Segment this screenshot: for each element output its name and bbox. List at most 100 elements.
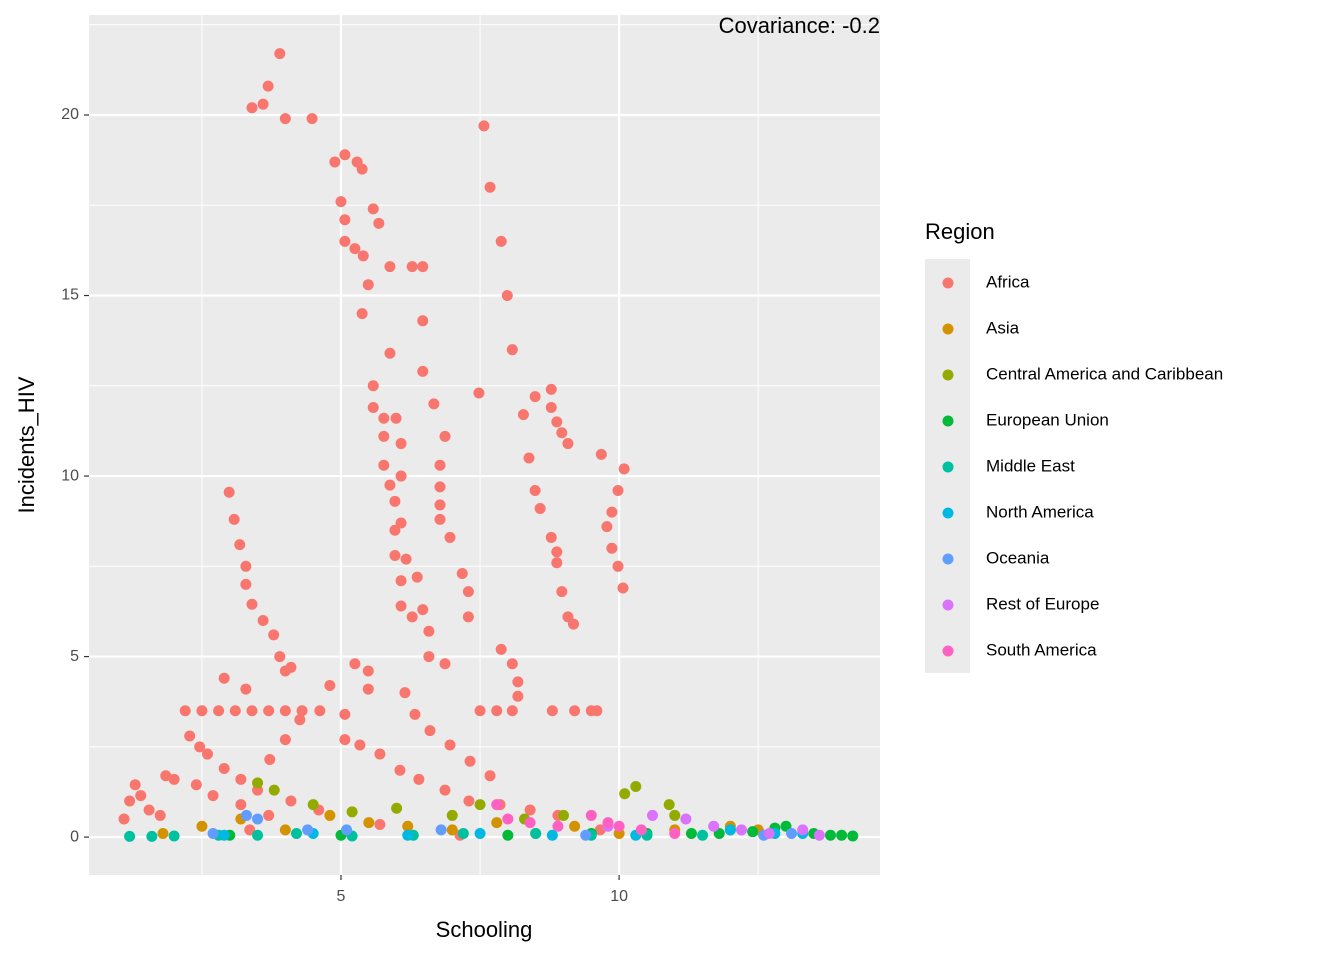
point (378, 430, 390, 442)
point (374, 748, 386, 760)
point (529, 484, 541, 496)
point (274, 651, 286, 663)
point (279, 824, 291, 836)
point (229, 705, 241, 717)
point (402, 820, 414, 832)
point (268, 784, 280, 796)
point (129, 779, 141, 791)
point (384, 347, 396, 359)
point (501, 290, 513, 302)
x-tick-label: 5 (337, 888, 346, 905)
point (218, 762, 230, 774)
point (390, 412, 402, 424)
point (417, 365, 429, 377)
point (252, 813, 264, 825)
point (263, 705, 275, 717)
point (530, 827, 542, 839)
point (786, 827, 798, 839)
point (329, 156, 341, 168)
point (512, 690, 524, 702)
legend-label: Africa (986, 272, 1030, 291)
point (464, 755, 476, 767)
point (395, 575, 407, 587)
point (184, 730, 196, 742)
point (400, 553, 412, 565)
legend-marker (942, 553, 954, 565)
point (395, 438, 407, 450)
legend-label: Asia (986, 318, 1020, 337)
point (274, 48, 286, 60)
point (618, 463, 630, 475)
point (524, 804, 536, 816)
point (506, 658, 518, 670)
point (580, 829, 592, 841)
point (213, 705, 225, 717)
point (279, 705, 291, 717)
point (763, 827, 775, 839)
point (264, 753, 276, 765)
point (378, 459, 390, 471)
point (168, 830, 180, 842)
point (562, 438, 574, 450)
point (612, 560, 624, 572)
legend-label: Oceania (986, 548, 1050, 567)
point (218, 672, 230, 684)
point (813, 829, 825, 841)
point (302, 824, 314, 836)
point (457, 827, 469, 839)
point (434, 481, 446, 493)
point (179, 705, 191, 717)
point (252, 829, 264, 841)
point (456, 568, 468, 580)
point (201, 748, 213, 760)
point (417, 315, 429, 327)
point (341, 824, 353, 836)
point (378, 412, 390, 424)
point (474, 827, 486, 839)
x-tick-label: 10 (610, 888, 628, 905)
point (395, 600, 407, 612)
point (697, 829, 709, 841)
point (367, 203, 379, 215)
point (484, 770, 496, 782)
point (240, 560, 252, 572)
y-tick-label: 15 (61, 287, 79, 304)
point (491, 799, 503, 811)
point (551, 557, 563, 569)
point (324, 679, 336, 691)
point (434, 499, 446, 511)
point (374, 818, 386, 830)
point (439, 430, 451, 442)
point (568, 618, 580, 630)
point (395, 470, 407, 482)
point (406, 611, 418, 623)
point (630, 781, 642, 793)
point (246, 102, 258, 114)
point (306, 113, 318, 125)
point (160, 770, 172, 782)
point (417, 261, 429, 273)
point (735, 824, 747, 836)
point (373, 217, 385, 229)
point (196, 705, 208, 717)
point (362, 665, 374, 677)
point (601, 521, 613, 533)
point (591, 705, 603, 717)
point (356, 308, 368, 320)
point (262, 80, 274, 92)
point (462, 611, 474, 623)
panel (89, 15, 880, 875)
y-axis-title: Incidents_HIV (14, 376, 39, 513)
point (685, 827, 697, 839)
point (545, 401, 557, 413)
point (279, 113, 291, 125)
point (367, 401, 379, 413)
point (439, 658, 451, 670)
legend-label: South America (986, 640, 1097, 659)
point (240, 683, 252, 695)
point (423, 625, 435, 637)
point (240, 809, 252, 821)
point (646, 809, 658, 821)
point (389, 549, 401, 561)
